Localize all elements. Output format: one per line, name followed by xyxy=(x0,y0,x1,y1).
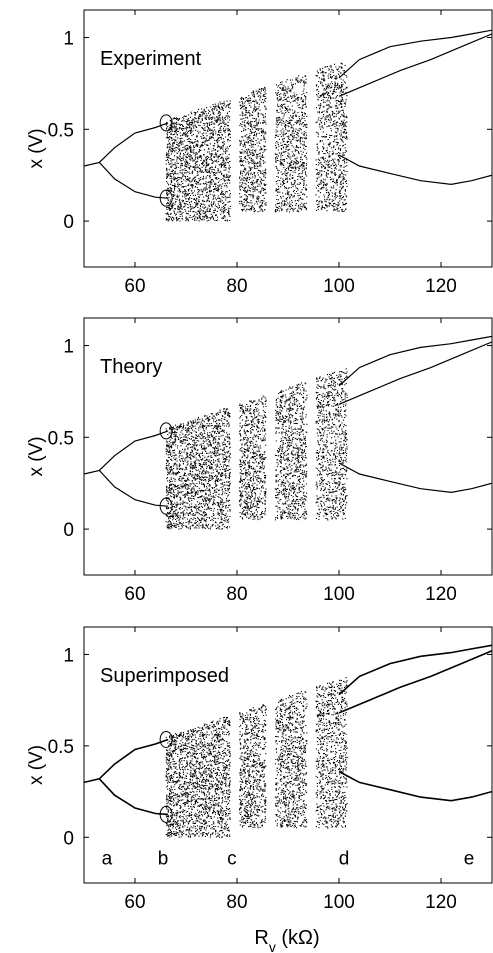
branch-2 xyxy=(338,644,492,696)
doubling-bubble-0 xyxy=(159,422,173,440)
x-tick-label: 100 xyxy=(323,584,355,605)
y-tick-label: 0 xyxy=(63,828,74,849)
y-tick-label: 1 xyxy=(63,29,74,50)
x-tick-label: 60 xyxy=(124,276,145,297)
branch-3 xyxy=(338,770,492,802)
x-tick-label: 100 xyxy=(323,276,355,297)
x-tick-label: 100 xyxy=(323,892,355,913)
axes-frame xyxy=(83,317,493,576)
y-tick-label: 0.5 xyxy=(48,120,74,141)
branch-0 xyxy=(84,430,169,475)
y-tick-label: 0.5 xyxy=(48,737,74,758)
x-axis-label: Rv (kΩ) xyxy=(254,927,319,953)
chaotic-scatter xyxy=(165,62,348,222)
branch-1 xyxy=(98,778,169,816)
axes-frame xyxy=(83,9,493,268)
x-tick-label: 80 xyxy=(226,892,247,913)
branch-4 xyxy=(338,650,492,714)
y-tick-label: 0.5 xyxy=(48,428,74,449)
panel-0: 60 80 100 120 0 0.5 1 x (V) Experiment xyxy=(26,9,493,297)
x-tick-label: 120 xyxy=(425,892,457,913)
panel-1: 60 80 100 120 0 0.5 1 x (V) Theory xyxy=(26,317,493,605)
chaotic-scatter xyxy=(165,368,348,530)
x-tick-label: 60 xyxy=(124,892,145,913)
plot-area xyxy=(84,644,492,838)
y-tick-label: 1 xyxy=(63,645,74,666)
branch-3 xyxy=(338,154,492,186)
branch-0 xyxy=(84,738,169,784)
branch-1 xyxy=(98,161,169,199)
point-label-b: b xyxy=(158,849,169,870)
branch-3 xyxy=(338,462,492,494)
point-label-a: a xyxy=(102,849,113,870)
branch-4 xyxy=(338,33,492,97)
x-tick-label: 60 xyxy=(124,584,145,605)
branch-2 xyxy=(338,29,492,79)
axes-frame xyxy=(83,626,493,884)
y-tick-label: 0 xyxy=(63,212,74,233)
point-label-e: e xyxy=(464,849,475,870)
y-axis-label: x (V) xyxy=(26,745,47,785)
x-tick-label: 120 xyxy=(425,276,457,297)
panel-title: Experiment xyxy=(100,48,202,70)
y-tick-label: 0 xyxy=(63,520,74,541)
chaotic-scatter xyxy=(165,677,348,838)
x-tick-label: 80 xyxy=(226,584,247,605)
plot-area xyxy=(84,29,492,222)
x-axis-label-main: R xyxy=(254,927,268,949)
branch-1 xyxy=(98,469,169,507)
panel-2: 60 80 100 120 0 0.5 1 x (V) Superimposed a b c d e xyxy=(26,626,493,913)
y-tick-label: 1 xyxy=(63,337,74,358)
doubling-bubble-1 xyxy=(159,189,173,207)
plot-area xyxy=(84,335,492,530)
point-label-c: c xyxy=(227,849,237,870)
branch-2 xyxy=(338,335,492,387)
x-axis-label-sub: v xyxy=(269,939,276,953)
panel-title: Superimposed xyxy=(100,665,229,687)
x-tick-label: 120 xyxy=(425,584,457,605)
y-axis-label: x (V) xyxy=(26,128,47,168)
x-tick-label: 80 xyxy=(226,276,247,297)
panel-title: Theory xyxy=(100,356,162,378)
doubling-bubble-0 xyxy=(159,730,173,748)
x-axis-label-unit: (kΩ) xyxy=(276,927,320,949)
branch-4 xyxy=(338,341,492,405)
point-label-d: d xyxy=(339,849,350,870)
y-axis-label: x (V) xyxy=(26,436,47,476)
branch-0 xyxy=(84,122,169,167)
